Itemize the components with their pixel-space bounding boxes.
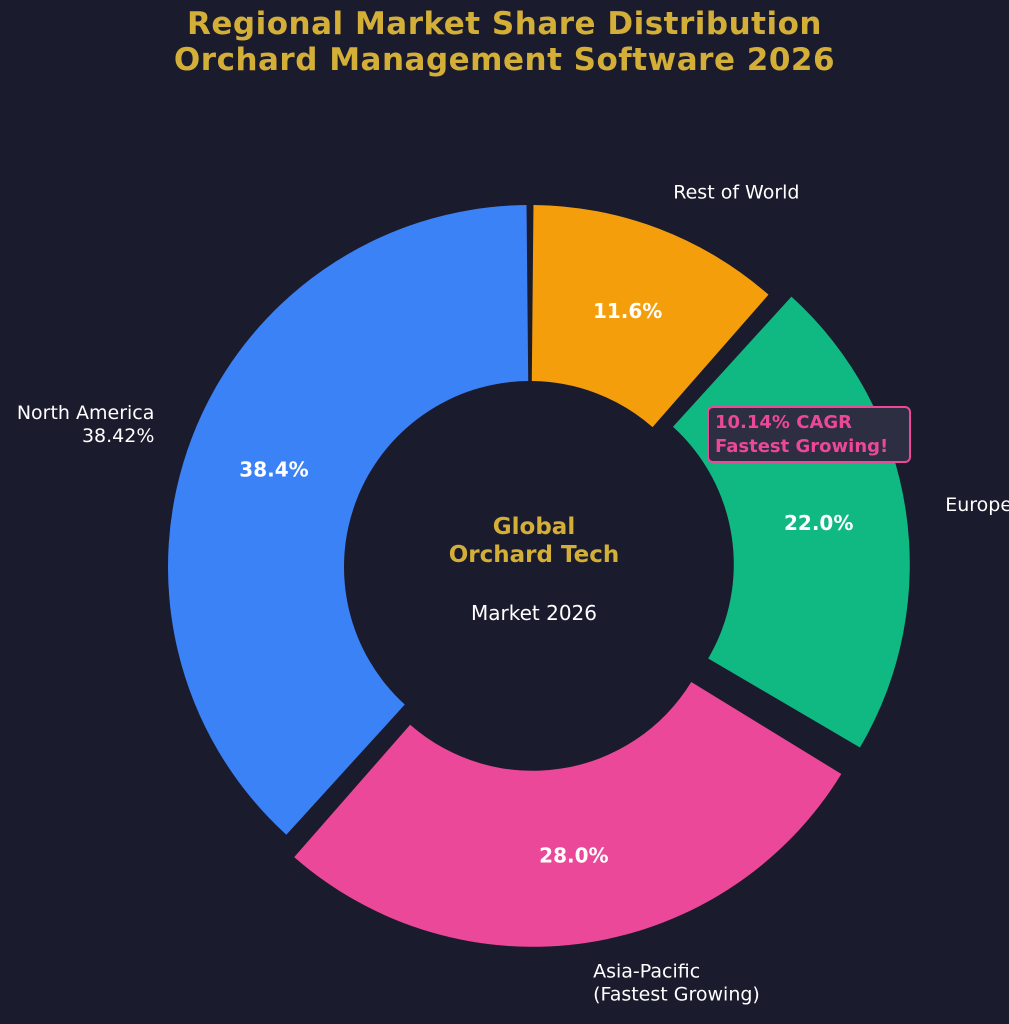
slice-value-label-asia-pacific: 28.0%	[539, 844, 608, 868]
slice-value-label-europe: 22.0%	[784, 511, 853, 535]
slice-category-label-north-america-line2: 38.42%	[82, 425, 154, 447]
slice-category-label-asia-pacific-line2: (Fastest Growing)	[593, 984, 760, 1006]
slice-asia-pacific	[294, 682, 842, 947]
cagr-annotation-box	[707, 406, 911, 463]
slice-category-label-europe-line1: Europe	[945, 494, 1009, 516]
slice-category-label-north-america-line1: North America	[17, 402, 155, 424]
slice-value-label-north-america: 38.4%	[239, 457, 308, 481]
cagr-annotation-line1: 10.14% CAGR	[715, 412, 852, 433]
slice-rest-of-world	[531, 205, 769, 428]
cagr-annotation-line2: Fastest Growing!	[715, 436, 888, 457]
center-subtitle: Market 2026	[471, 601, 597, 625]
chart-title-line1: Regional Market Share Distribution	[187, 6, 822, 42]
center-title-line1: Global	[493, 514, 575, 540]
slice-category-label-asia-pacific-line1: Asia-Pacific	[593, 961, 700, 983]
chart-title: Regional Market Share Distribution Orcha…	[0, 6, 1009, 78]
center-title-line2: Orchard Tech	[449, 542, 619, 568]
chart-title-line2: Orchard Management Software 2026	[173, 42, 836, 78]
slice-north-america	[168, 205, 529, 835]
cagr-annotation: 10.14% CAGR Fastest Growing!	[707, 406, 911, 463]
slice-category-label-rest-of-world-line1: Rest of World	[673, 181, 799, 203]
slice-value-label-rest-of-world: 11.6%	[593, 299, 662, 323]
